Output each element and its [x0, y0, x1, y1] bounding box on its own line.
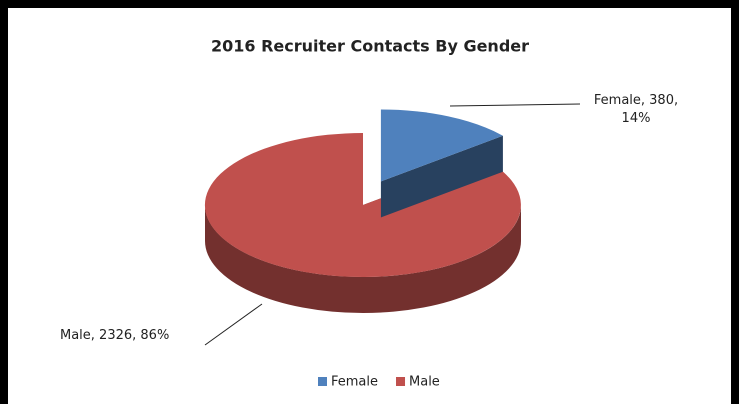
legend-label: Female — [331, 375, 378, 390]
data-label: Male, 2326, 86% — [60, 328, 170, 343]
data-label: Female, 380, 14% — [593, 93, 679, 126]
legend-swatch — [396, 377, 406, 386]
chart-title: 2016 Recruiter Contacts By Gender — [211, 37, 529, 56]
slice-wall — [380, 135, 503, 218]
slice — [204, 132, 521, 277]
legend-swatch — [318, 377, 327, 386]
legend-label: Male — [409, 375, 440, 390]
slice — [380, 109, 503, 182]
leader-line — [449, 103, 581, 107]
leader-line — [204, 303, 263, 346]
slice-side — [205, 205, 521, 313]
